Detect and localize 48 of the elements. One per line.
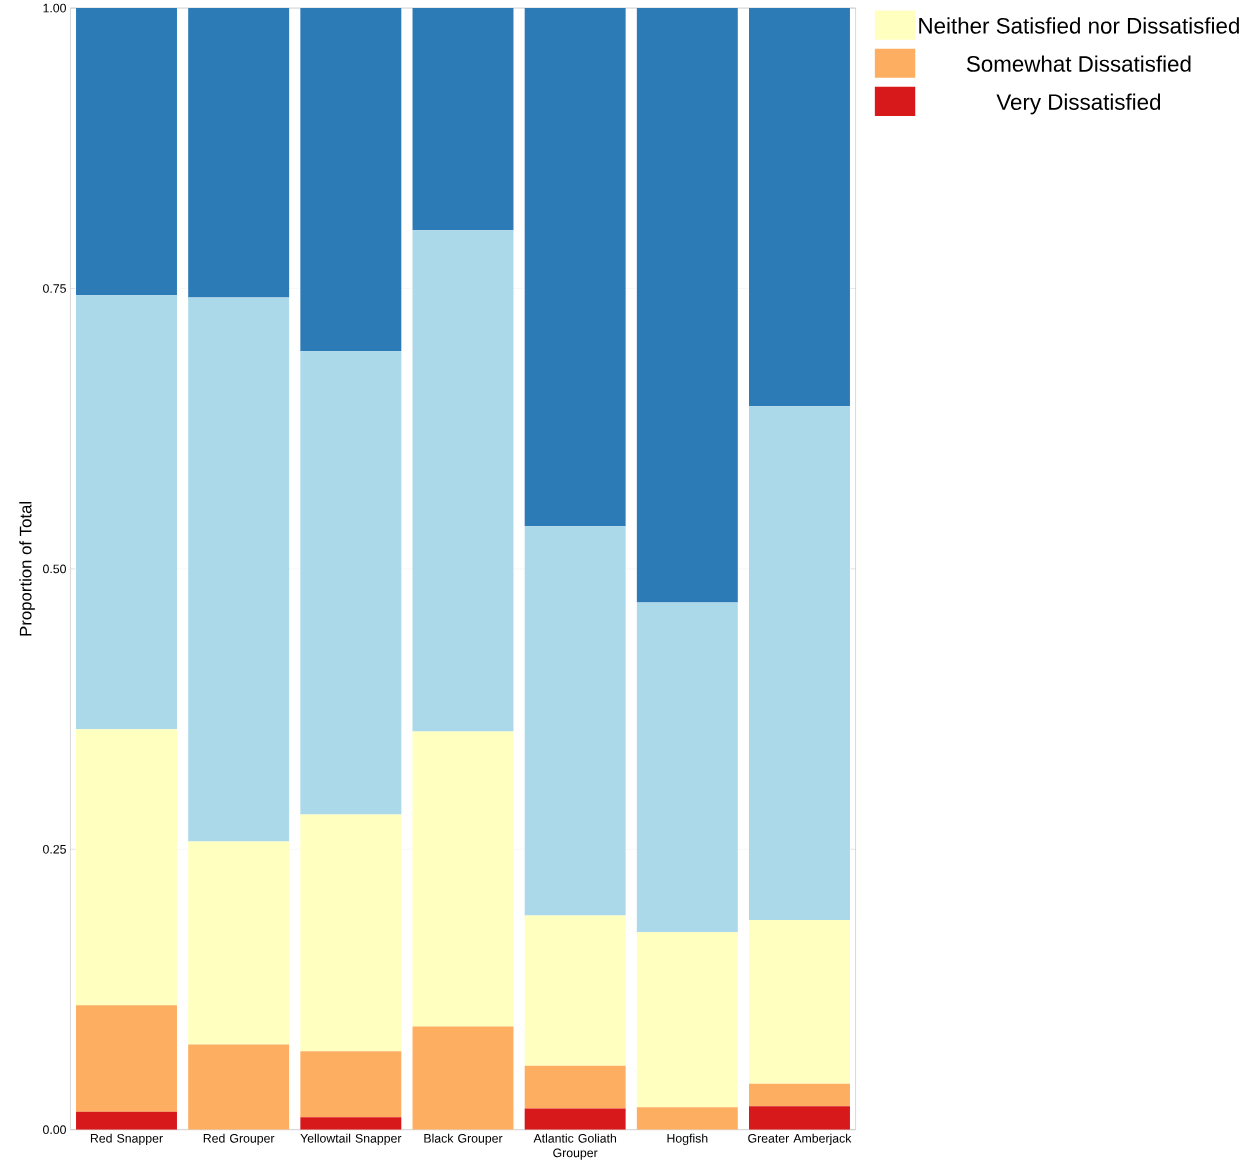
y-tick-label: 0.75	[43, 283, 66, 293]
bar	[188, 7, 290, 298]
bar	[300, 814, 402, 1052]
x-tick-label: Yellowtail Snapper	[300, 1133, 402, 1145]
bar	[188, 1044, 290, 1130]
x-tick-label: Greater Amberjack	[748, 1133, 852, 1145]
x-tick-label: Black Grouper	[424, 1133, 503, 1145]
x-tick-label: Hogfish	[667, 1133, 708, 1145]
x-tick-label: Red Grouper	[203, 1133, 275, 1145]
bar	[749, 1083, 850, 1106]
x-tick-label: Red Snapper	[90, 1133, 163, 1145]
bar	[300, 351, 402, 815]
bar	[749, 919, 850, 1084]
bar	[412, 731, 514, 1027]
bar	[636, 1107, 738, 1130]
bar	[636, 932, 738, 1108]
bar	[524, 1108, 626, 1130]
y-axis-title: Proportion of Total	[19, 501, 35, 636]
bar	[412, 229, 514, 732]
text: Very Dissatisfied	[996, 93, 1161, 115]
y-tick-label: 0.25	[43, 844, 66, 854]
legend-label: Neither Satisfied nor Dissatisfied	[919, 17, 1239, 34]
bar	[412, 1026, 514, 1130]
y-tick-label: 0.50	[43, 564, 66, 574]
x-tick-label: Atlantic Goliath Grouper	[533, 1133, 617, 1160]
bar	[76, 729, 177, 1006]
bar	[412, 7, 514, 230]
bar	[524, 1065, 626, 1109]
bar	[524, 526, 626, 916]
bar	[524, 7, 626, 527]
bar	[749, 7, 850, 407]
bar	[76, 7, 177, 296]
bar	[524, 915, 626, 1066]
bar	[188, 297, 290, 842]
bar	[749, 406, 850, 920]
bar	[300, 1051, 402, 1118]
bar	[188, 841, 290, 1045]
y-tick-label: 1.00	[43, 3, 66, 13]
bar	[636, 7, 738, 603]
legend-label: Somewhat Dissatisfied	[966, 55, 1191, 72]
y-tick-label: 0.00	[43, 1125, 66, 1134]
bar	[76, 1005, 177, 1112]
bar	[300, 7, 402, 352]
bar	[76, 295, 177, 730]
bar	[76, 1111, 177, 1130]
bar	[636, 602, 738, 933]
bar	[749, 1105, 850, 1130]
bar	[300, 1117, 402, 1130]
